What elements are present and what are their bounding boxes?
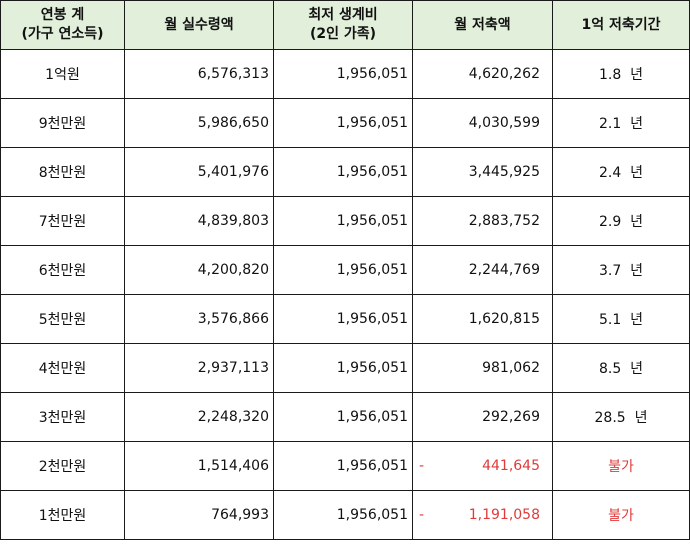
cell-net-pay: 5,986,650 <box>124 98 274 148</box>
cell-income: 1천만원 <box>0 490 125 540</box>
cell-net-pay: 3,576,866 <box>124 294 274 344</box>
cell-monthly-saving: - 441,645 <box>412 441 553 491</box>
cell-income: 1억원 <box>0 49 125 99</box>
table-row: 4천만원 2,937,113 1,956,051 981,062 8.5 년 <box>0 343 690 393</box>
saving-amount: 4,030,599 <box>468 115 540 131</box>
cell-saving-period: 3.7 년 <box>552 245 690 295</box>
cell-saving-period: 8.5 년 <box>552 343 690 393</box>
cell-monthly-saving: - 1,191,058 <box>412 490 553 540</box>
cell-living-cost: 1,956,051 <box>273 147 413 197</box>
cell-saving-period: 5.1 년 <box>552 294 690 344</box>
cell-net-pay: 764,993 <box>124 490 274 540</box>
header-row: 연봉 계 (가구 연소득) 월 실수령액 최저 생계비 (2인 가족) 월 저축… <box>0 0 690 50</box>
cell-saving-period: 2.1 년 <box>552 98 690 148</box>
cell-living-cost: 1,956,051 <box>273 98 413 148</box>
cell-income: 7천만원 <box>0 196 125 246</box>
table-row: 9천만원 5,986,650 1,956,051 4,030,599 2.1 년 <box>0 98 690 148</box>
cell-net-pay: 4,839,803 <box>124 196 274 246</box>
cell-monthly-saving: 4,620,262 <box>412 49 553 99</box>
cell-living-cost: 1,956,051 <box>273 490 413 540</box>
cell-monthly-saving: 1,620,815 <box>412 294 553 344</box>
table-row: 8천만원 5,401,976 1,956,051 3,445,925 2.4 년 <box>0 147 690 197</box>
cell-monthly-saving: 292,269 <box>412 392 553 442</box>
cell-saving-period: 1.8 년 <box>552 49 690 99</box>
table-row: 1억원 6,576,313 1,956,051 4,620,262 1.8 년 <box>0 49 690 99</box>
cell-saving-period: 불가 <box>552 441 690 491</box>
cell-living-cost: 1,956,051 <box>273 49 413 99</box>
table-row: 7천만원 4,839,803 1,956,051 2,883,752 2.9 년 <box>0 196 690 246</box>
cell-monthly-saving: 4,030,599 <box>412 98 553 148</box>
cell-living-cost: 1,956,051 <box>273 441 413 491</box>
cell-living-cost: 1,956,051 <box>273 343 413 393</box>
table-row: 6천만원 4,200,820 1,956,051 2,244,769 3.7 년 <box>0 245 690 295</box>
cell-saving-period: 불가 <box>552 490 690 540</box>
cell-net-pay: 5,401,976 <box>124 147 274 197</box>
savings-table: 연봉 계 (가구 연소득) 월 실수령액 최저 생계비 (2인 가족) 월 저축… <box>0 0 690 540</box>
cell-saving-period: 2.4 년 <box>552 147 690 197</box>
cell-income: 6천만원 <box>0 245 125 295</box>
table-row: 3천만원 2,248,320 1,956,051 292,269 28.5 년 <box>0 392 690 442</box>
cell-saving-period: 2.9 년 <box>552 196 690 246</box>
table-row: 5천만원 3,576,866 1,956,051 1,620,815 5.1 년 <box>0 294 690 344</box>
header-net-pay: 월 실수령액 <box>124 0 274 50</box>
saving-amount: 1,620,815 <box>468 311 540 327</box>
cell-saving-period: 28.5 년 <box>552 392 690 442</box>
cell-income: 2천만원 <box>0 441 125 491</box>
cell-living-cost: 1,956,051 <box>273 245 413 295</box>
minus-sign: - <box>419 507 425 523</box>
cell-net-pay: 2,937,113 <box>124 343 274 393</box>
cell-living-cost: 1,956,051 <box>273 294 413 344</box>
cell-income: 4천만원 <box>0 343 125 393</box>
saving-amount: 3,445,925 <box>468 164 540 180</box>
header-living-cost: 최저 생계비 (2인 가족) <box>273 0 413 50</box>
cell-income: 8천만원 <box>0 147 125 197</box>
saving-amount: 2,244,769 <box>468 262 540 278</box>
cell-income: 3천만원 <box>0 392 125 442</box>
cell-monthly-saving: 2,883,752 <box>412 196 553 246</box>
header-monthly-saving: 월 저축액 <box>412 0 553 50</box>
cell-living-cost: 1,956,051 <box>273 392 413 442</box>
header-income: 연봉 계 (가구 연소득) <box>0 0 125 50</box>
saving-amount: 292,269 <box>482 409 540 425</box>
cell-net-pay: 6,576,313 <box>124 49 274 99</box>
cell-monthly-saving: 3,445,925 <box>412 147 553 197</box>
table-row: 2천만원 1,514,406 1,956,051- 441,645 불가 <box>0 441 690 491</box>
cell-net-pay: 1,514,406 <box>124 441 274 491</box>
saving-amount: 441,645 <box>482 458 540 474</box>
header-saving-period: 1억 저축기간 <box>552 0 690 50</box>
saving-amount: 4,620,262 <box>468 66 540 82</box>
cell-net-pay: 4,200,820 <box>124 245 274 295</box>
saving-amount: 1,191,058 <box>468 507 540 523</box>
minus-sign: - <box>419 458 425 474</box>
cell-living-cost: 1,956,051 <box>273 196 413 246</box>
table-row: 1천만원 764,993 1,956,051- 1,191,058 불가 <box>0 490 690 540</box>
cell-net-pay: 2,248,320 <box>124 392 274 442</box>
cell-monthly-saving: 2,244,769 <box>412 245 553 295</box>
saving-amount: 981,062 <box>482 360 540 376</box>
cell-income: 5천만원 <box>0 294 125 344</box>
cell-income: 9천만원 <box>0 98 125 148</box>
saving-amount: 2,883,752 <box>468 213 540 229</box>
cell-monthly-saving: 981,062 <box>412 343 553 393</box>
